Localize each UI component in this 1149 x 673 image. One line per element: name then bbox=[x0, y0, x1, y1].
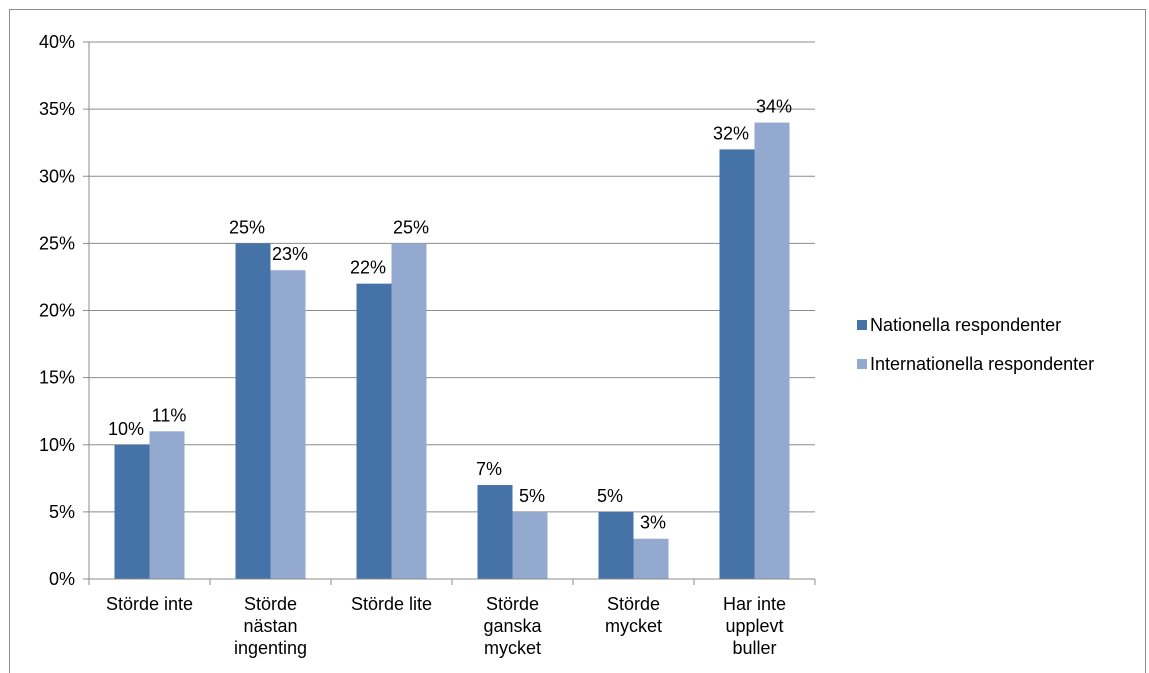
chart-frame bbox=[9, 9, 1146, 673]
x-category-label: buller bbox=[732, 638, 776, 658]
y-tick-label: 30% bbox=[39, 166, 75, 186]
y-tick-label: 20% bbox=[39, 301, 75, 321]
x-category-label: Störde inte bbox=[106, 594, 193, 614]
x-category-label: Störde bbox=[607, 594, 660, 614]
y-tick-label: 0% bbox=[49, 569, 75, 589]
x-category-label: upplevt bbox=[725, 616, 783, 636]
y-tick-label: 25% bbox=[39, 233, 75, 253]
x-category-label: ganska bbox=[483, 616, 542, 636]
y-tick-label: 10% bbox=[39, 435, 75, 455]
data-label: 5% bbox=[519, 486, 545, 506]
y-tick-label: 40% bbox=[39, 32, 75, 52]
gridlines bbox=[89, 41, 815, 513]
bar bbox=[633, 538, 669, 579]
data-label: 25% bbox=[393, 217, 429, 237]
data-label: 34% bbox=[756, 97, 792, 117]
bar bbox=[114, 444, 150, 579]
bar bbox=[598, 511, 634, 579]
legend-swatch bbox=[857, 320, 867, 330]
data-label: 7% bbox=[476, 459, 502, 479]
x-category-label: ingenting bbox=[234, 638, 307, 658]
data-label: 5% bbox=[597, 486, 623, 506]
data-label: 25% bbox=[229, 217, 265, 237]
y-tick-label: 35% bbox=[39, 99, 75, 119]
bar bbox=[512, 511, 548, 579]
data-label: 22% bbox=[350, 258, 386, 278]
bar bbox=[356, 283, 392, 579]
bar bbox=[270, 270, 306, 579]
data-label: 11% bbox=[152, 405, 187, 425]
y-tick-label: 5% bbox=[49, 502, 75, 522]
data-label: 3% bbox=[640, 513, 666, 533]
axes bbox=[83, 41, 816, 585]
bar bbox=[754, 122, 790, 580]
data-labels: 10% 11% 25% 23% 22% 25% 7% 5% 5% 3% 32% 34% bbox=[108, 97, 792, 533]
y-tick-label: 15% bbox=[39, 368, 75, 388]
x-category-label: nästan bbox=[243, 616, 297, 636]
bar bbox=[235, 243, 271, 579]
x-category-label: mycket bbox=[605, 616, 662, 636]
bar bbox=[149, 431, 185, 579]
x-category-label: Störde bbox=[486, 594, 539, 614]
data-label: 32% bbox=[713, 123, 749, 143]
data-label: 10% bbox=[108, 419, 144, 439]
y-axis-ticks: 0% 5% 10% 15% 20% 25% 30% 35% 40% bbox=[39, 32, 75, 589]
x-category-label: mycket bbox=[484, 638, 541, 658]
x-category-label: Störde lite bbox=[351, 594, 432, 614]
bar bbox=[477, 485, 513, 579]
legend-label: Nationella respondenter bbox=[870, 315, 1061, 335]
legend-swatch bbox=[857, 359, 867, 369]
legend-label: Internationella respondenter bbox=[870, 354, 1094, 374]
x-category-label: Har inte bbox=[723, 594, 786, 614]
x-category-label: Störde bbox=[244, 594, 297, 614]
data-label: 23% bbox=[272, 244, 308, 264]
bar bbox=[391, 243, 427, 579]
bars bbox=[114, 122, 790, 580]
legend: Nationella respondenter Internationella r… bbox=[857, 315, 1094, 374]
bar bbox=[719, 149, 755, 579]
